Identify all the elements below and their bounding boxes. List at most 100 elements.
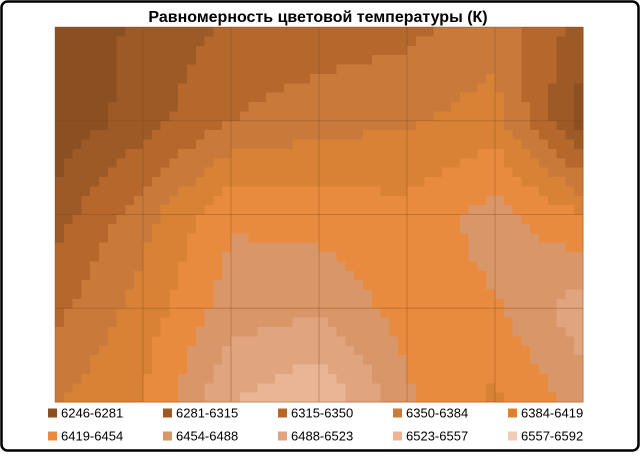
contour-cell (63, 45, 74, 56)
contour-cell (257, 327, 267, 337)
contour-cell (547, 83, 558, 94)
contour-cell (415, 139, 426, 150)
contour-cell (398, 167, 408, 178)
contour-cell (486, 36, 496, 47)
contour-cell (539, 317, 549, 328)
contour-cell (143, 364, 153, 375)
contour-cell (459, 148, 470, 159)
contour-cell (107, 261, 118, 272)
contour-cell (380, 336, 390, 347)
contour-cell (213, 195, 223, 206)
contour-cell (248, 205, 258, 216)
contour-cell (442, 148, 452, 159)
contour-cell (125, 130, 135, 141)
contour-cell (433, 167, 443, 178)
contour-cell (486, 233, 496, 244)
contour-cell (424, 64, 434, 75)
contour-cell (301, 27, 311, 37)
contour-cell (257, 242, 267, 253)
contour-cell (266, 289, 276, 300)
contour-cell (151, 242, 162, 253)
contour-cell (195, 55, 206, 66)
contour-cell (433, 233, 443, 244)
contour-cell (99, 242, 109, 253)
contour-cell (116, 355, 126, 366)
contour-cell (398, 120, 408, 131)
contour-cell (239, 120, 250, 131)
contour-cell (327, 120, 338, 131)
contour-cell (310, 383, 320, 394)
contour-cell (433, 205, 443, 216)
contour-cell (116, 327, 126, 337)
contour-cell (178, 233, 188, 244)
contour-cell (345, 270, 355, 281)
contour-cell (187, 392, 197, 403)
contour-cell (539, 167, 549, 178)
contour-cell (134, 355, 144, 366)
contour-cell (354, 280, 364, 291)
contour-cell (169, 167, 179, 178)
contour-cell (539, 355, 549, 366)
contour-cell (521, 36, 531, 47)
contour-cell (275, 298, 285, 309)
contour-cell (248, 233, 258, 244)
contour-cell (275, 92, 285, 103)
contour-cell (116, 55, 126, 66)
contour-cell (257, 186, 267, 197)
contour-cell (231, 345, 241, 356)
contour-cell (495, 270, 505, 281)
contour-cell (530, 64, 540, 75)
contour-cell (451, 195, 461, 206)
contour-cell (451, 214, 461, 225)
contour-cell (451, 102, 461, 112)
contour-cell (556, 158, 566, 169)
contour-cell (187, 270, 197, 281)
contour-cell (415, 148, 426, 159)
contour-cell (151, 64, 162, 75)
contour-cell (81, 317, 91, 328)
contour-cell (539, 252, 549, 262)
contour-cell (336, 298, 346, 309)
contour-cell (116, 373, 126, 384)
contour-cell (442, 195, 452, 206)
contour-cell (363, 383, 373, 394)
contour-cell (266, 148, 276, 159)
contour-cell (63, 364, 74, 375)
contour-cell (187, 242, 197, 253)
contour-cell (556, 167, 566, 178)
contour-cell (169, 73, 179, 84)
contour-cell (116, 130, 126, 141)
contour-cell (55, 289, 65, 300)
contour-cell (503, 345, 514, 356)
contour-cell (143, 158, 153, 169)
contour-cell (327, 36, 338, 47)
contour-cell (451, 355, 461, 366)
contour-cell (275, 55, 285, 66)
contour-cell (389, 327, 399, 337)
contour-cell (521, 139, 531, 150)
contour-cell (195, 195, 206, 206)
contour-cell (451, 298, 461, 309)
contour-cell (415, 383, 426, 394)
contour-cell (169, 364, 179, 375)
contour-cell (380, 298, 390, 309)
contour-cell (301, 327, 311, 337)
contour-cell (81, 45, 91, 56)
contour-cell (539, 130, 549, 141)
contour-cell (433, 392, 443, 403)
contour-cell (275, 64, 285, 75)
contour-cell (521, 327, 531, 337)
contour-cell (292, 148, 302, 159)
contour-cell (530, 261, 540, 272)
contour-cell (195, 120, 206, 131)
contour-cell (459, 111, 470, 122)
contour-cell (319, 345, 329, 356)
contour-cell (363, 345, 373, 356)
contour-cell (239, 73, 250, 84)
contour-cell (134, 186, 144, 197)
contour-cell (63, 223, 74, 234)
contour-cell (468, 383, 478, 394)
contour-cell (72, 111, 82, 122)
contour-cell (151, 233, 162, 244)
contour-cell (512, 252, 522, 262)
